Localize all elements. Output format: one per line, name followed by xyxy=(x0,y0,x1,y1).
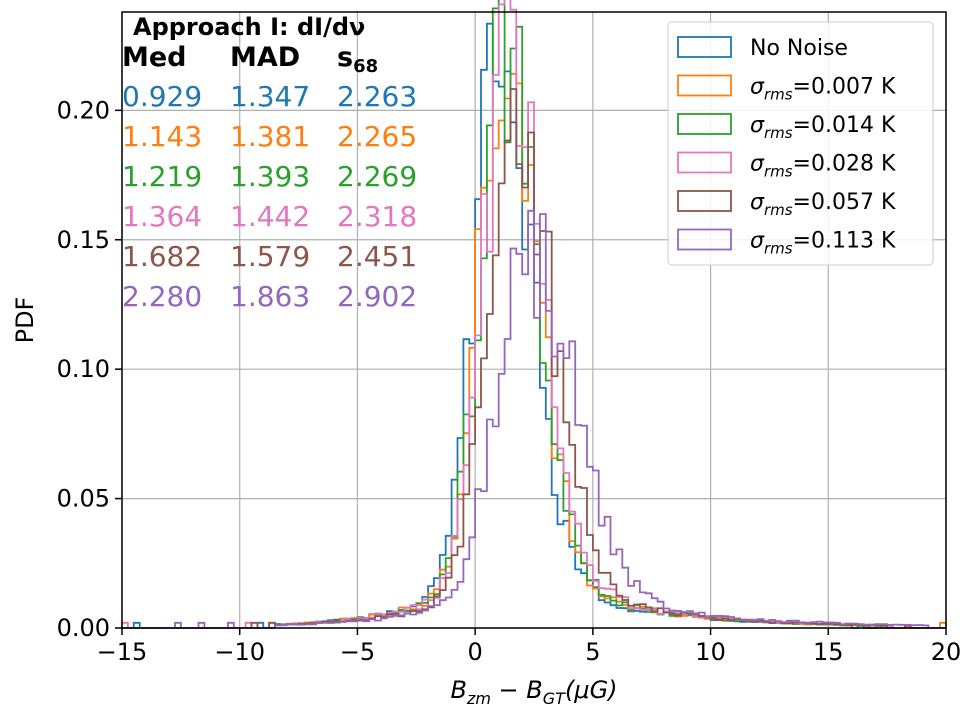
annotation-value: 2.269 xyxy=(337,160,417,193)
annotation-value: 1.347 xyxy=(230,80,310,113)
annotation-value: 0.929 xyxy=(122,80,202,113)
y-tick-label: 0.10 xyxy=(57,355,110,383)
annotation-rows: 0.929 1.347 2.263 1.143 1.381 2.265 1.219 1.393… xyxy=(122,80,417,313)
annotation-value: 2.265 xyxy=(337,120,417,153)
annotation-value: 2.451 xyxy=(337,240,417,273)
annotation-value: 2.263 xyxy=(337,80,417,113)
x-tick-label: 15 xyxy=(813,638,844,666)
annotation-value: 1.364 xyxy=(122,200,202,233)
y-tick-label: 0.00 xyxy=(57,614,110,642)
plot-frame xyxy=(121,11,947,629)
x-tick-label: −5 xyxy=(340,638,375,666)
axis-ticks: −15 −10 −5 0 5 10 15 20 0.00 0.05 0.10 0.15 0.20 xyxy=(57,96,962,666)
annotation-title: Approach I: dI/dν xyxy=(133,13,365,41)
legend-entries: No Noise σrms=0.007 K σrms=0.014 K σrms=0.0… xyxy=(677,36,896,258)
legend-label: σrms=0.057 K xyxy=(750,190,896,219)
legend-swatch xyxy=(677,151,732,174)
annotation-value: 1.143 xyxy=(122,120,202,153)
y-tick-label: 0.05 xyxy=(57,485,110,513)
histogram-series xyxy=(121,0,947,629)
annotation-value: 1.393 xyxy=(230,160,310,193)
histogram-series-6 xyxy=(122,209,946,629)
legend-box xyxy=(667,21,934,266)
x-axis-label: Bzm − BGT(μG) xyxy=(450,676,617,708)
x-tick-label: 0 xyxy=(468,638,483,666)
annotation-header-med: Med xyxy=(122,42,187,73)
annotation-value: 2.318 xyxy=(337,200,417,233)
annotation-value: 1.579 xyxy=(230,240,310,273)
y-axis-label: PDF xyxy=(11,297,39,344)
annotation-value: 1.442 xyxy=(230,200,310,233)
legend-label: No Noise xyxy=(750,36,848,61)
x-tick-label: −10 xyxy=(214,638,265,666)
annotation-header-s68: s68 xyxy=(337,42,378,77)
x-tick-label: −15 xyxy=(97,638,148,666)
legend-label: σrms=0.014 K xyxy=(750,113,896,142)
stats-annotation: Approach I: dI/dν Med MAD s68 0.929 1.347… xyxy=(122,13,417,313)
x-tick-label: 5 xyxy=(585,638,600,666)
legend-label: σrms=0.007 K xyxy=(750,75,896,104)
x-tick-label: 10 xyxy=(695,638,726,666)
annotation-header-mad: MAD xyxy=(230,42,300,73)
annotation-value: 1.863 xyxy=(230,280,310,313)
y-tick-label: 0.15 xyxy=(57,226,110,254)
y-tick-label: 0.20 xyxy=(57,96,110,124)
legend: No Noise σrms=0.007 K σrms=0.014 K σrms=0.0… xyxy=(667,21,934,266)
legend-swatch xyxy=(677,113,732,135)
legend-swatch xyxy=(677,228,732,251)
annotation-value: 1.682 xyxy=(122,240,202,273)
x-tick-label: 20 xyxy=(931,638,962,666)
annotation-value: 2.902 xyxy=(337,280,417,313)
annotation-value: 2.280 xyxy=(122,280,202,313)
legend-label: σrms=0.028 K xyxy=(750,152,896,181)
annotation-value: 1.381 xyxy=(230,120,310,153)
legend-swatch xyxy=(677,36,732,58)
annotation-value: 1.219 xyxy=(122,160,202,193)
legend-swatch xyxy=(677,190,732,212)
legend-label: σrms=0.113 K xyxy=(750,229,896,258)
legend-swatch xyxy=(677,74,732,97)
